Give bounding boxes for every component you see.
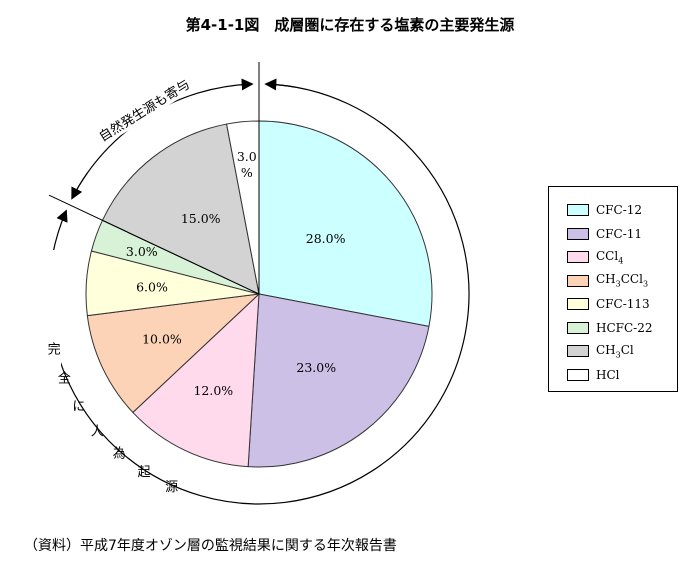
human-origin-arc <box>48 83 470 505</box>
pie-label-cfc-113: 6.0% <box>136 279 168 294</box>
pie-slice-ch3ccl3 <box>86 293 261 414</box>
legend-label: HCl <box>596 367 620 382</box>
natural-source-label: 自然発生源も寄与 <box>96 76 193 145</box>
legend-label: CFC-11 <box>596 226 643 241</box>
legend-label: CFC-113 <box>596 297 650 311</box>
pie-label-hcfc-22: 3.0% <box>126 244 158 259</box>
legend-label: CH3CCl3 <box>596 272 649 289</box>
human-label-backdrop <box>35 250 61 430</box>
legend-item-cfc-11: CFC-11 <box>567 227 642 241</box>
human-origin-char: に <box>72 399 85 414</box>
pie-label-ccl4: 12.0% <box>193 383 233 398</box>
human-origin-char: 人 <box>91 424 104 439</box>
pie-slice-ccl4 <box>132 292 260 468</box>
legend-label: CH3Cl <box>596 342 634 360</box>
pie-label-ch3cl: 15.0% <box>181 211 221 226</box>
legend-item-ch3cl: CH3Cl <box>567 342 634 360</box>
legend-label: CCl4 <box>596 248 624 266</box>
pie-slice-cfc-12 <box>258 120 433 328</box>
human-origin-arrow-start <box>264 78 296 91</box>
natural-label-backdrop <box>90 71 198 149</box>
human-origin-char: 為 <box>113 445 126 461</box>
legend-item-ch3ccl3: CH3CCl3 <box>567 272 649 289</box>
legend-swatch <box>567 251 589 263</box>
legend-item-hcl: HCl <box>567 368 619 382</box>
legend-item-cfc-12: CFC-12 <box>567 203 642 217</box>
pie-slice-cfc-11 <box>247 293 430 468</box>
legend-item-ccl4: CCl4 <box>567 248 624 266</box>
pie-label-hcl: 3.0% <box>237 149 257 180</box>
pie-label-cfc-12: 28.0% <box>306 231 346 246</box>
legend: CFC-12 CFC-11 CCl4 CH3CCl3 CFC-113 HCFC-22 CH3… <box>548 186 678 392</box>
human-origin-char: 源 <box>165 480 178 495</box>
legend-item-cfc-113: CFC-113 <box>567 297 650 311</box>
pie-slice-ch3cl <box>101 123 260 295</box>
source-note: （資料）平成7年度オゾン層の監視結果に関する年次報告書 <box>24 538 397 554</box>
human-origin-char: 全 <box>58 371 71 387</box>
legend-swatch <box>567 321 589 334</box>
human-origin-char: 起 <box>138 465 151 480</box>
legend-swatch <box>567 227 589 240</box>
legend-label: HCFC-22 <box>596 320 653 335</box>
pie-value-labels: 28.0% 23.0% 12.0% 10.0% 6.0% 3.0% 15.0% 3.0% <box>126 149 346 398</box>
pie-label-ch3ccl3: 10.0% <box>142 332 182 347</box>
natural-source-arrow-start <box>71 172 88 200</box>
human-origin-char: 完 <box>48 342 61 357</box>
pie-slices <box>85 120 433 468</box>
chart-title: 第4-1-1図 成層圏に存在する塩素の主要発生源 <box>185 16 515 34</box>
legend-swatch <box>567 274 589 287</box>
legend-item-hcfc-22: HCFC-22 <box>567 321 652 335</box>
legend-swatch <box>567 345 589 357</box>
legend-swatch <box>567 204 589 216</box>
divider-line-slant <box>48 194 260 295</box>
pie-label-cfc-11: 23.0% <box>296 360 336 375</box>
legend-swatch <box>567 298 589 310</box>
legend-swatch <box>567 368 589 381</box>
legend-label: CFC-12 <box>596 203 643 217</box>
